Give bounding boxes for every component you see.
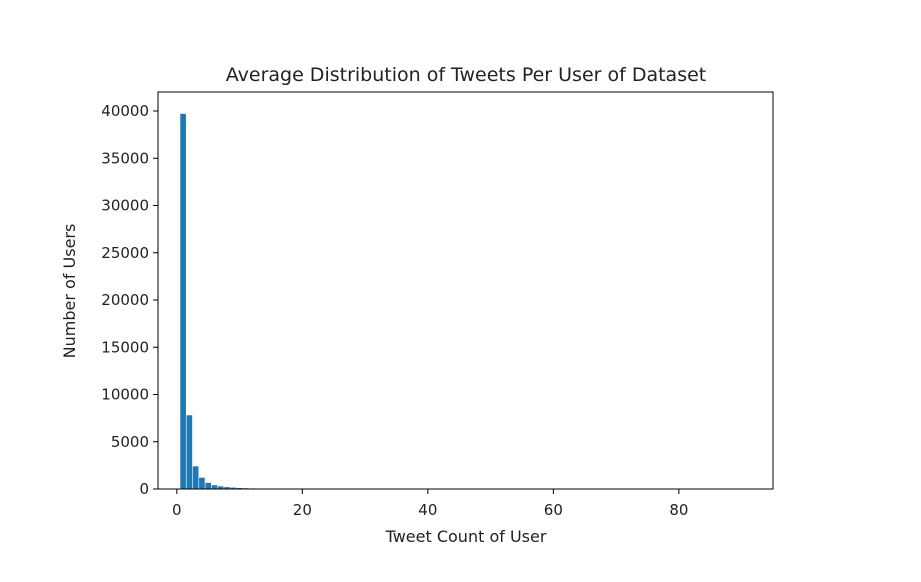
histogram-bar-0 (180, 113, 186, 489)
histogram-bar-8 (230, 487, 237, 489)
y-tick-label-1: 5000 (111, 433, 149, 451)
y-axis-ticks: 0 5000 10000 15000 20000 25000 30000 35000 40000 (101, 102, 158, 498)
x-tick-label-0: 0 (172, 501, 182, 519)
histogram-bar-9 (236, 487, 243, 489)
y-axis-label: Number of Users (60, 224, 79, 359)
y-tick-label-5: 25000 (101, 244, 149, 262)
histogram-bar-7 (224, 487, 230, 489)
y-tick-label-8: 40000 (101, 102, 149, 120)
x-tick-label-3: 60 (544, 501, 563, 519)
y-tick-label-2: 10000 (101, 386, 149, 404)
y-tick-label-0: 0 (139, 480, 149, 498)
y-tick-label-3: 15000 (101, 338, 149, 356)
histogram-bar-1 (186, 415, 193, 489)
x-axis-label: Tweet Count of User (385, 527, 547, 546)
histogram-bar-2 (192, 466, 199, 489)
x-tick-label-4: 80 (669, 501, 688, 519)
y-tick-label-6: 30000 (101, 197, 149, 215)
x-tick-label-1: 20 (293, 501, 312, 519)
histogram-bar-5 (211, 485, 218, 489)
histogram-bar-3 (199, 477, 205, 489)
y-tick-label-7: 35000 (101, 149, 149, 167)
x-tick-label-2: 40 (418, 501, 437, 519)
histogram-bar-6 (217, 486, 224, 489)
histogram-bar-4 (205, 482, 212, 489)
bars-group (180, 113, 306, 489)
plot-area-frame (157, 91, 774, 490)
y-tick-label-4: 20000 (101, 291, 149, 309)
x-axis-ticks: 0 20 40 60 80 (172, 489, 688, 519)
chart-title: Average Distribution of Tweets Per User … (226, 64, 707, 86)
